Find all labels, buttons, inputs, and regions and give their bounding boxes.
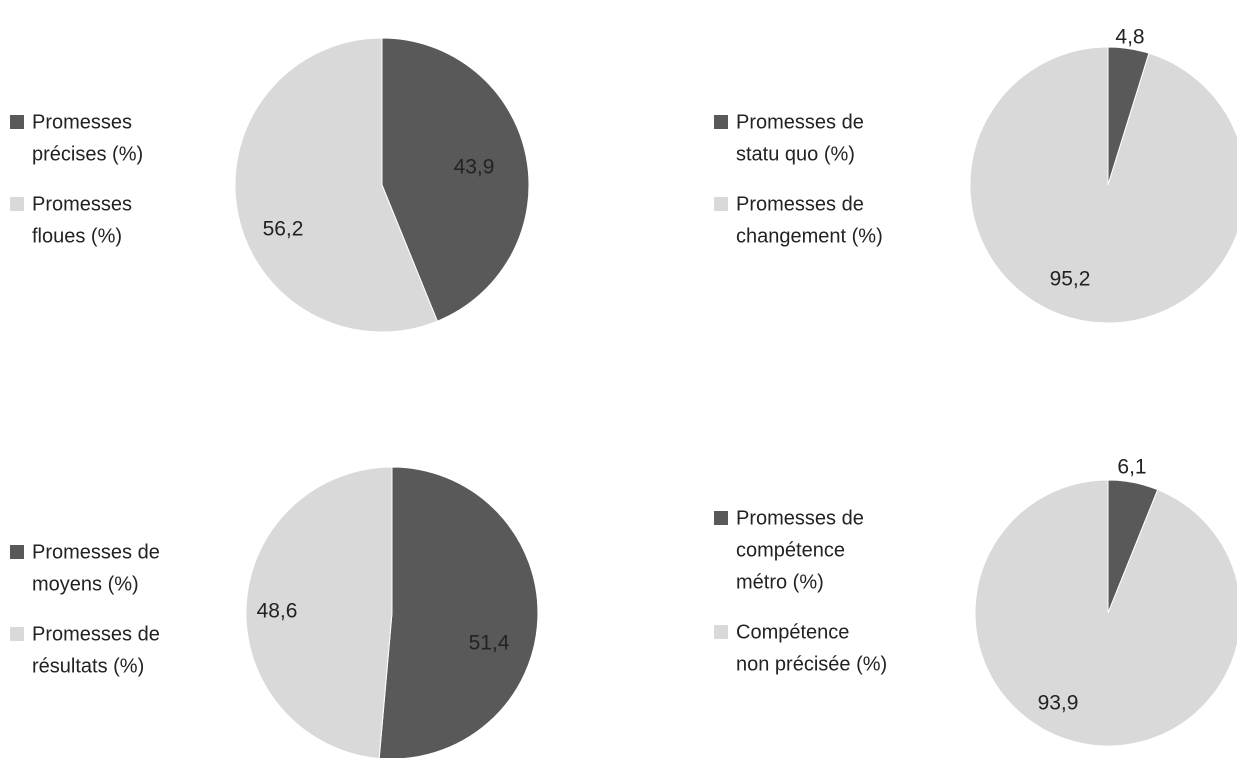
legend-swatch <box>714 197 728 211</box>
legend-label: résultats (%) <box>32 655 144 677</box>
legend-label: Promesses de <box>32 541 160 563</box>
legend-label: Promesses de <box>32 623 160 645</box>
pie-chart-1: 43,9 56,2 Promesses précises (%) Promesses fl… <box>10 37 530 333</box>
slice-value-label: 93,9 <box>1038 692 1079 715</box>
legend-swatch <box>10 545 24 559</box>
legend-label: Compétence <box>736 621 849 643</box>
legend-label: Promesses <box>32 193 132 215</box>
legend-label: compétence <box>736 539 845 561</box>
pie-slice <box>245 466 393 758</box>
legend-label: non précisée (%) <box>736 653 887 675</box>
legend-swatch <box>714 625 728 639</box>
pie-chart-3: 51,4 48,6 Promesses de moyens (%) Promesses … <box>10 466 539 758</box>
slice-value-label: 95,2 <box>1050 268 1091 291</box>
legend-label: Promesses de <box>736 193 864 215</box>
legend-swatch <box>10 627 24 641</box>
legend-label: précises (%) <box>32 143 143 165</box>
slice-value-label: 56,2 <box>263 218 304 241</box>
legend-swatch <box>10 115 24 129</box>
pie-chart-2: 4,8 95,2 Promesses de statu quo (%) Promesse… <box>714 26 1237 324</box>
pie-slice <box>234 37 439 333</box>
pie-slice <box>378 466 539 758</box>
legend-label: moyens (%) <box>32 573 139 595</box>
legend-swatch <box>10 197 24 211</box>
legend-label: Promesses de <box>736 111 864 133</box>
legend-label: métro (%) <box>736 571 824 593</box>
legend-label: floues (%) <box>32 225 122 247</box>
legend-label: changement (%) <box>736 225 883 247</box>
pie-slice <box>974 479 1237 747</box>
slice-value-label: 51,4 <box>469 632 510 655</box>
pie-slice <box>381 37 530 322</box>
slice-value-label: 4,8 <box>1115 26 1144 49</box>
pie-chart-4: 6,1 93,9 Promesses de compétence métro (%) Co… <box>714 456 1237 747</box>
legend-label: Promesses <box>32 111 132 133</box>
legend-swatch <box>714 511 728 525</box>
legend-label: Promesses de <box>736 507 864 529</box>
slice-value-label: 43,9 <box>454 156 495 179</box>
legend-swatch <box>714 115 728 129</box>
legend-label: statu quo (%) <box>736 143 855 165</box>
pie-slice <box>969 46 1237 324</box>
slice-value-label: 6,1 <box>1117 456 1146 479</box>
slice-value-label: 48,6 <box>257 600 298 623</box>
